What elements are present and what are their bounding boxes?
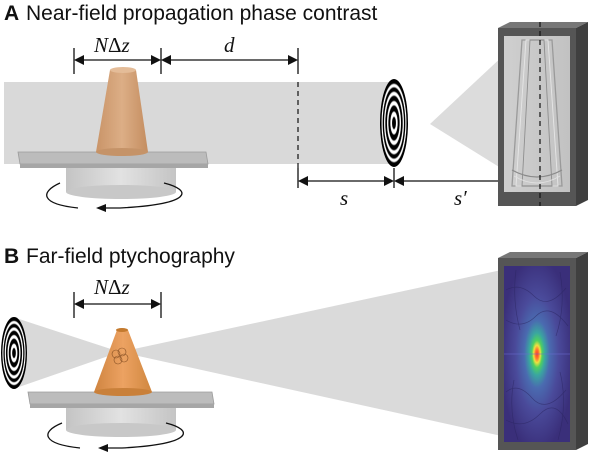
panel-a-beam (4, 82, 390, 164)
panel-b-slab-width-dimension: NΔz (73, 275, 162, 318)
panel-a-slab-width-dimension: NΔz (73, 33, 162, 74)
panel-a-title: Near-field propagation phase contrast (26, 2, 378, 25)
panel-b-scan-positions (111, 347, 129, 365)
panel-b-title: Far-field ptychography (26, 245, 235, 268)
panel-b-diffracted-beam (120, 266, 520, 440)
panel-a-detector (498, 22, 588, 206)
panel-b-rotation-arrowhead (98, 444, 108, 452)
panel-a-distance-d-label: d (224, 33, 235, 57)
panel-a-sample-cone (96, 70, 148, 152)
panel-a-hologram (504, 36, 570, 192)
panel-b: B Far-field ptychography (1, 245, 588, 452)
panel-a-rotation-arrowhead (96, 204, 106, 212)
panel-a-fresnel-zone-plate (380, 79, 408, 167)
panel-b-letter: B (4, 245, 19, 268)
panel-a-distance-s-prime-label: s′ (454, 186, 467, 210)
panel-b-slab-width-label: NΔz (93, 275, 130, 299)
panel-b-incident-beam (16, 318, 120, 388)
panel-a-distance-s-dimension: s (297, 168, 395, 210)
panel-b-fresnel-zone-plate (1, 317, 27, 389)
panel-a-rotation-arrow (46, 182, 183, 209)
panel-a-distance-s-label: s (340, 186, 348, 210)
panel-b-rotation-stage (27, 391, 215, 452)
panel-a-divergent-beam (430, 40, 520, 180)
panel-a-rotation-stage (17, 151, 209, 212)
panel-a-slab-width-label: NΔz (93, 33, 130, 57)
panel-a-distance-d-dimension: d (161, 33, 299, 74)
panel-a: A Near-field propagation phase contrast … (4, 2, 588, 212)
panel-a-letter: A (4, 2, 19, 25)
panel-b-sample-cone (94, 330, 152, 392)
panel-b-detector (498, 252, 588, 450)
panel-b-rotation-arrow (47, 422, 184, 449)
